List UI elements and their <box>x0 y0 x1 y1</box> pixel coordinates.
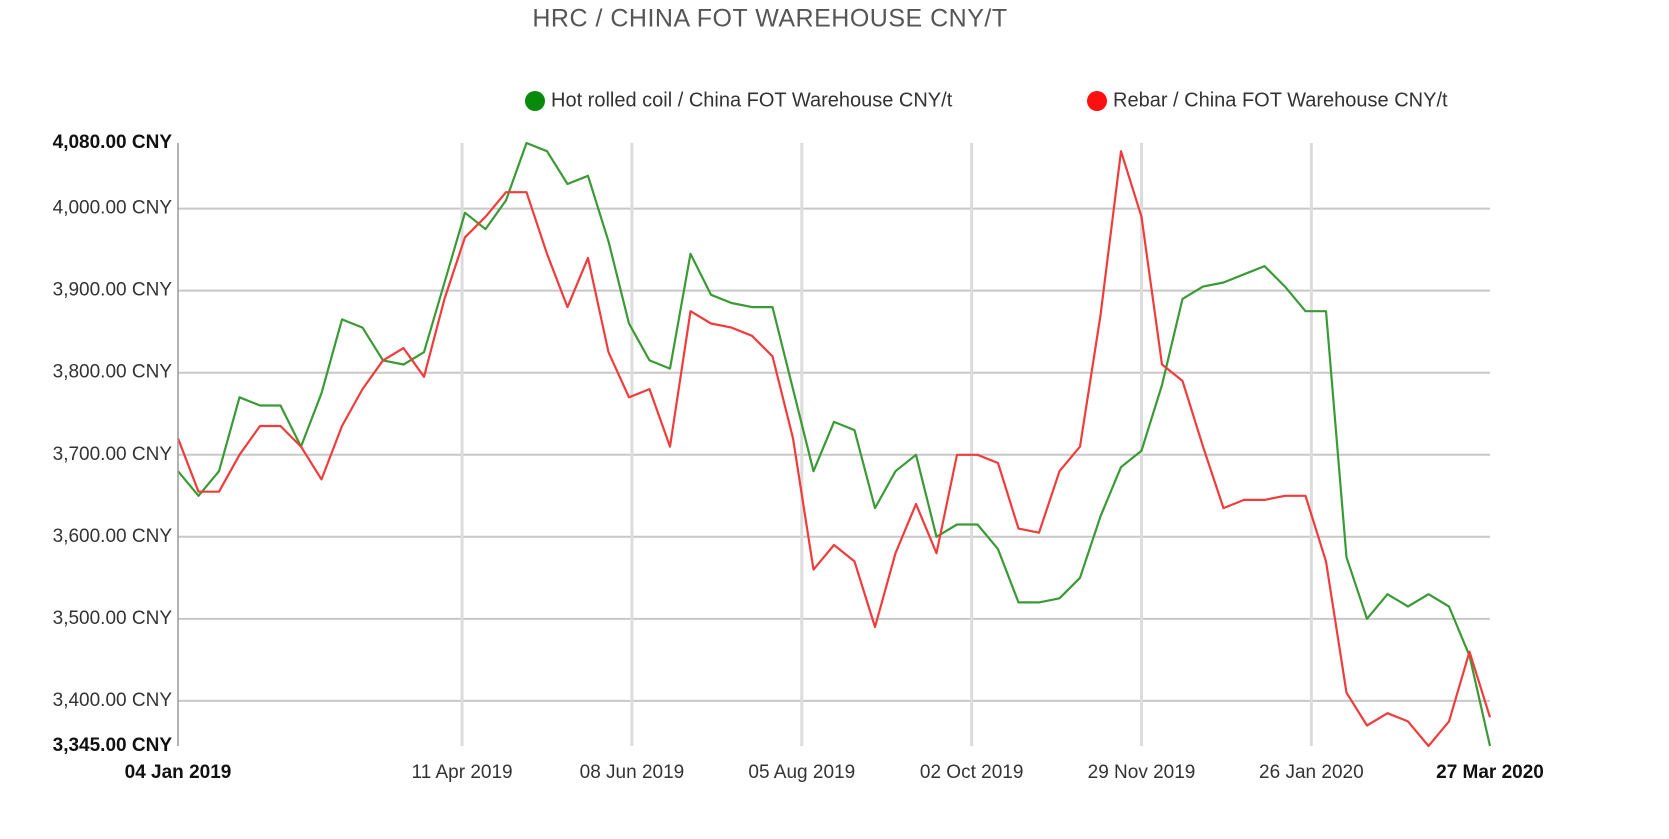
y-tick-label: 4,000.00 CNY <box>53 198 173 219</box>
y-tick-label: 4,080.00 CNY <box>53 132 173 153</box>
plot <box>176 141 1492 748</box>
y-tick-label: 3,900.00 CNY <box>53 280 173 301</box>
x-tick-label: 29 Nov 2019 <box>1088 762 1196 783</box>
series-line <box>176 150 1492 748</box>
x-tick-label: 04 Jan 2019 <box>125 762 232 783</box>
legend-marker <box>525 91 545 111</box>
legend-item: Rebar / China FOT Warehouse CNY/t <box>1087 89 1448 111</box>
x-tick-label: 26 Jan 2020 <box>1259 762 1364 783</box>
x-tick-label: 08 Jun 2019 <box>580 762 685 783</box>
legend-marker <box>1087 91 1107 111</box>
legend-item: Hot rolled coil / China FOT Warehouse CN… <box>525 89 953 111</box>
legend-label: Hot rolled coil / China FOT Warehouse CN… <box>551 89 953 111</box>
series-line <box>177 141 1492 747</box>
y-tick-label: 3,400.00 CNY <box>53 690 173 711</box>
x-tick-label: 02 Oct 2019 <box>920 762 1024 783</box>
x-tick-label: 05 Aug 2019 <box>748 762 855 783</box>
y-tick-label: 3,600.00 CNY <box>53 526 173 547</box>
grid <box>178 143 1490 746</box>
x-tick-label: 27 Mar 2020 <box>1436 762 1544 783</box>
y-tick-label: 3,800.00 CNY <box>53 362 173 383</box>
y-tick-label: 3,500.00 CNY <box>53 608 173 629</box>
y-tick-label: 3,700.00 CNY <box>53 444 173 465</box>
legend-label: Rebar / China FOT Warehouse CNY/t <box>1113 89 1448 111</box>
y-tick-label: 3,345.00 CNY <box>53 735 173 756</box>
chart-title: HRC / CHINA FOT WAREHOUSE CNY/T <box>532 5 1007 33</box>
x-tick-label: 11 Apr 2019 <box>412 762 513 783</box>
